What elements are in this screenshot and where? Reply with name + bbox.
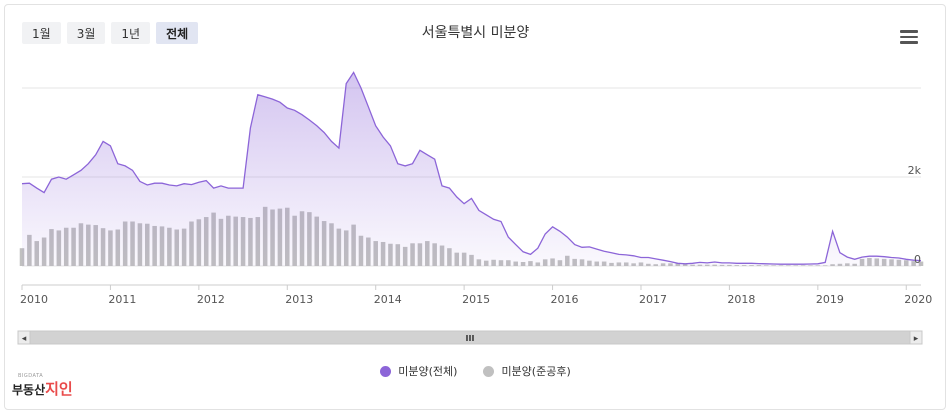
range-1m-button[interactable]: 1월 (22, 22, 61, 44)
x-tick-label: 2010 (20, 293, 48, 306)
logo-text-a: 부동산 (12, 383, 46, 397)
logo-text: 부동산지인 (12, 378, 73, 399)
logo-text-b: 지인 (45, 380, 73, 398)
range-selector: 1월 3월 1년 전체 (22, 22, 199, 44)
scroll-left-arrow-icon: ◂ (22, 334, 27, 344)
x-tick-label: 2011 (108, 293, 136, 306)
x-tick-label: 2016 (551, 293, 579, 306)
legend-dot-total (380, 365, 392, 377)
x-tick-label: 2018 (727, 293, 755, 306)
range-3m-button[interactable]: 3월 (66, 22, 106, 44)
chart-title: 서울특별시 미분양 (421, 25, 530, 41)
x-tick-label: 2017 (639, 293, 667, 306)
range-1y-button[interactable]: 1년 (111, 22, 151, 44)
scroll-left-button[interactable] (17, 330, 31, 345)
hamburger-menu-icon[interactable] (900, 30, 918, 44)
scroll-handle-grip-icon[interactable]: III (466, 334, 475, 343)
logo-tagline: BIGDATA (18, 373, 44, 379)
range-all-button[interactable]: 전체 (156, 22, 199, 44)
legend-label-completed: 미분양(준공후) (501, 365, 571, 378)
scroll-right-arrow-icon: ▸ (914, 334, 919, 344)
x-tick-label: 2015 (462, 293, 490, 306)
y-tick-label: 2k (908, 164, 922, 177)
legend-dot-completed (483, 365, 495, 377)
x-tick-label: 2012 (197, 293, 225, 306)
x-tick-label: 2013 (285, 293, 313, 306)
y-tick-label: 0 (914, 253, 921, 266)
brand-logo: BIGDATA 부동산지인 (12, 373, 74, 399)
legend-label-total: 미분양(전체) (398, 365, 458, 378)
scroll-right-button[interactable] (909, 330, 923, 345)
legend: 미분양(전체) 미분양(준공후) (0, 363, 951, 379)
x-tick-label: 2019 (816, 293, 844, 306)
x-tick-label: 2014 (374, 293, 402, 306)
area-fill-total (22, 72, 921, 267)
legend-item-completed[interactable]: 미분양(준공후) (483, 363, 571, 379)
series-line-total (21, 71, 922, 265)
legend-item-total[interactable]: 미분양(전체) (380, 363, 457, 379)
x-tick-label: 2020 (904, 293, 932, 306)
